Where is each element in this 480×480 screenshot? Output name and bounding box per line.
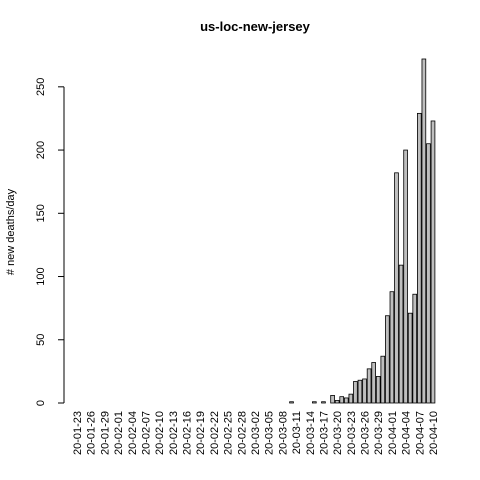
bar xyxy=(343,397,349,404)
bar xyxy=(339,396,345,404)
x-tick-label: 20-02-25 xyxy=(223,411,235,455)
chart-title: us-loc-new-jersey xyxy=(200,19,311,34)
y-tick-label: 150 xyxy=(35,204,47,222)
y-tick-label: 200 xyxy=(35,141,47,159)
bar xyxy=(330,395,335,404)
x-tick-label: 20-02-01 xyxy=(113,411,125,455)
bar xyxy=(421,58,427,404)
bar xyxy=(366,368,372,404)
x-tick-label: 20-04-07 xyxy=(414,411,426,455)
x-tick-label: 20-03-02 xyxy=(250,411,262,455)
x-tick-label: 20-03-26 xyxy=(360,411,372,455)
x-tick-label: 20-02-13 xyxy=(168,411,180,455)
x-tick-label: 20-02-10 xyxy=(154,411,166,455)
x-tick-label: 20-03-11 xyxy=(291,411,303,454)
bar xyxy=(321,401,326,404)
bar xyxy=(371,362,376,404)
bar xyxy=(353,381,358,404)
x-tick-label: 20-03-05 xyxy=(264,411,276,455)
x-tick-label: 20-04-01 xyxy=(387,411,399,455)
bar xyxy=(412,293,418,404)
bar xyxy=(385,315,390,404)
x-tick-label: 20-03-08 xyxy=(277,411,289,455)
x-tick-label: 20-01-29 xyxy=(99,411,111,455)
bar xyxy=(398,264,404,404)
bar xyxy=(334,400,340,404)
bar xyxy=(380,355,386,404)
bar xyxy=(394,172,399,404)
x-tick-label: 20-03-17 xyxy=(318,411,330,455)
bar xyxy=(426,143,431,404)
y-tick-label: 0 xyxy=(35,400,47,406)
bar xyxy=(375,376,381,404)
bar xyxy=(417,112,422,404)
x-tick-label: 20-03-14 xyxy=(305,411,317,455)
x-tick-label: 20-02-28 xyxy=(236,411,248,455)
bar xyxy=(407,312,413,404)
bar xyxy=(403,149,408,404)
x-tick-label: 20-04-04 xyxy=(401,411,413,455)
y-tick-label: 50 xyxy=(35,334,47,346)
x-tick-label: 20-02-16 xyxy=(182,411,194,455)
x-tick-label: 20-03-20 xyxy=(332,411,344,455)
bar xyxy=(312,401,317,404)
x-tick-label: 20-03-29 xyxy=(373,411,385,455)
x-tick-label: 20-02-07 xyxy=(140,411,152,455)
bar xyxy=(362,378,367,404)
bar xyxy=(289,401,294,404)
bar xyxy=(357,379,363,404)
x-tick-label: 20-01-23 xyxy=(72,411,84,455)
x-tick-label: 20-02-04 xyxy=(127,411,139,455)
x-tick-label: 20-03-23 xyxy=(346,411,358,455)
y-tick-label: 100 xyxy=(35,267,47,285)
x-tick-label: 20-04-10 xyxy=(428,411,440,455)
bar xyxy=(348,393,354,404)
x-tick-label: 20-01-26 xyxy=(86,411,98,455)
bar xyxy=(430,120,436,404)
x-tick-label: 20-02-19 xyxy=(195,411,207,455)
bar xyxy=(389,291,395,404)
y-tick-label: 250 xyxy=(35,78,47,96)
x-tick-label: 20-02-22 xyxy=(209,411,221,455)
y-axis-label: # new deaths/day xyxy=(5,188,17,275)
